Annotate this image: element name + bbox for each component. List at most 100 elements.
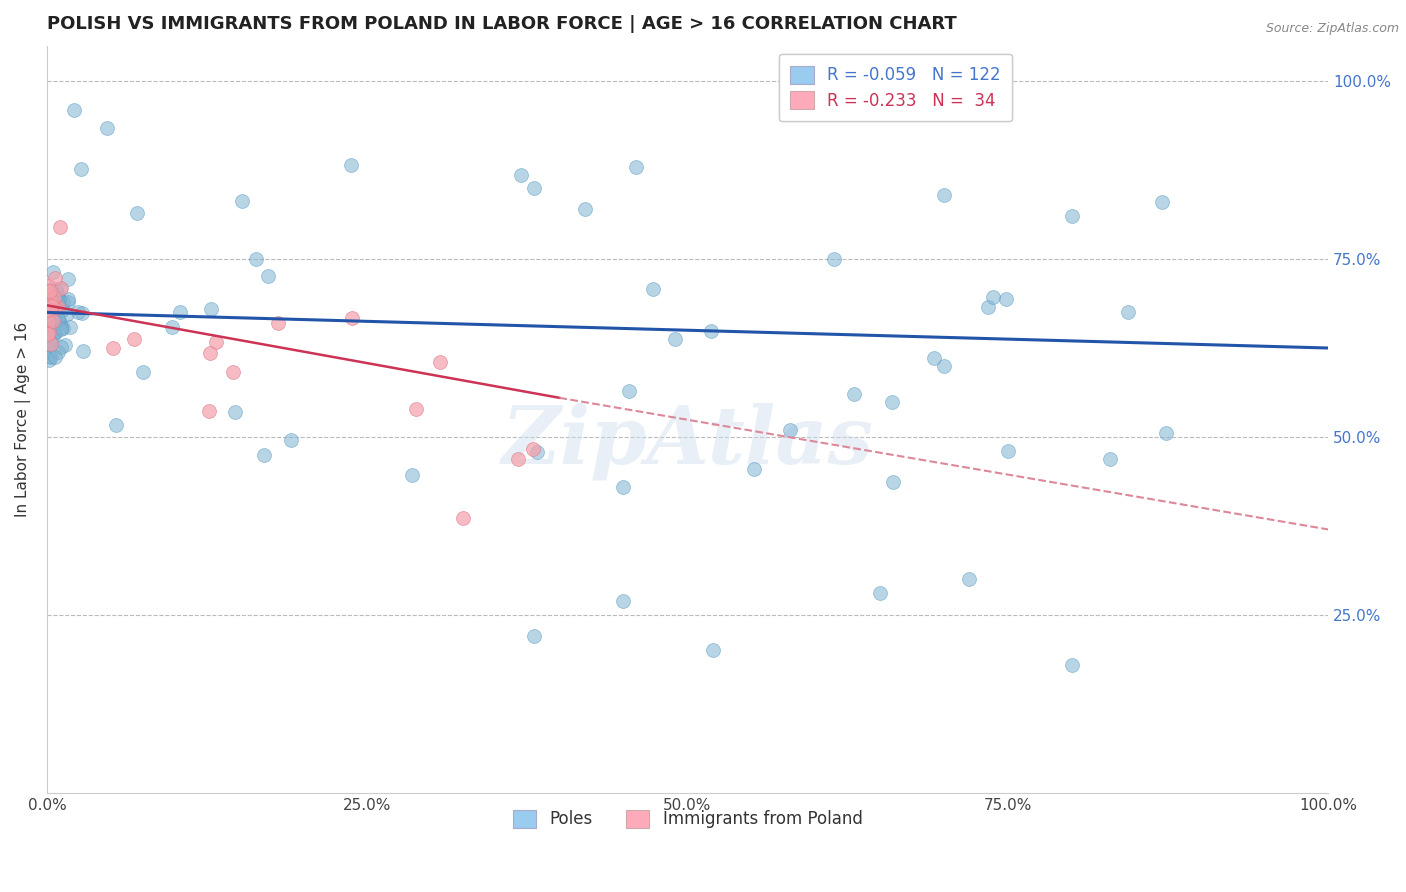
Point [56, 292, 79, 306]
Point [37, 311, 59, 326]
Point [44, 350, 66, 364]
Point [38, 349, 60, 363]
Point [41, 301, 63, 315]
Point [39, 302, 62, 317]
Point [37, 303, 59, 318]
Point [48, 293, 70, 308]
Point [169, 305, 191, 319]
Point [42, 319, 65, 334]
Point [49, 281, 72, 295]
Point [45, 282, 67, 296]
Point [37, 279, 59, 293]
Point [96, 120, 118, 135]
Point [46, 293, 69, 308]
Point [522, 442, 544, 456]
Point [37, 326, 59, 341]
Point [429, 354, 451, 368]
Point [1060, 657, 1083, 672]
Point [42, 314, 65, 328]
Point [39, 295, 62, 310]
Point [39, 314, 62, 328]
Point [59, 320, 82, 334]
Point [52, 321, 75, 335]
Point [39, 287, 62, 301]
Point [39, 314, 62, 328]
Point [56, 306, 79, 320]
Point [612, 480, 634, 494]
Point [101, 341, 124, 355]
Point [49, 281, 72, 295]
Point [401, 468, 423, 483]
Point [198, 346, 221, 360]
Point [38, 334, 60, 348]
Point [56, 272, 79, 286]
Point [41, 310, 63, 324]
Point [1116, 304, 1139, 318]
Point [48, 316, 70, 330]
Point [37, 303, 59, 318]
Point [66, 305, 89, 319]
Point [37, 337, 59, 351]
Point [44, 271, 66, 285]
Point [882, 395, 904, 409]
Point [700, 324, 723, 338]
Point [626, 160, 648, 174]
Point [266, 316, 288, 330]
Point [664, 332, 686, 346]
Point [39, 285, 62, 299]
Point [56, 294, 79, 309]
Point [38, 283, 60, 297]
Point [37, 313, 59, 327]
Point [127, 206, 149, 220]
Point [38, 352, 60, 367]
Point [924, 351, 946, 365]
Point [37, 321, 59, 335]
Point [38, 301, 60, 316]
Point [122, 332, 145, 346]
Point [340, 158, 363, 172]
Point [44, 301, 66, 315]
Point [523, 629, 546, 643]
Point [63, 103, 86, 117]
Point [779, 423, 801, 437]
Point [52, 295, 75, 310]
Point [132, 365, 155, 379]
Point [35, 309, 58, 323]
Point [53, 338, 76, 352]
Point [37, 309, 59, 323]
Point [200, 301, 222, 316]
Point [523, 181, 546, 195]
Point [197, 403, 219, 417]
Legend: Poles, Immigrants from Poland: Poles, Immigrants from Poland [505, 801, 870, 837]
Point [41, 285, 63, 299]
Point [45, 301, 67, 315]
Point [48, 292, 70, 306]
Point [38, 307, 60, 321]
Text: ZipAtlas: ZipAtlas [502, 403, 873, 480]
Point [37, 315, 59, 329]
Point [882, 475, 904, 490]
Point [39, 317, 62, 331]
Point [38, 317, 60, 331]
Point [51, 302, 73, 317]
Point [44, 325, 66, 339]
Point [39, 337, 62, 351]
Point [742, 462, 765, 476]
Point [44, 293, 66, 308]
Point [1154, 426, 1177, 441]
Point [702, 643, 724, 657]
Point [42, 290, 65, 304]
Y-axis label: In Labor Force | Age > 16: In Labor Force | Age > 16 [15, 321, 31, 516]
Point [1060, 210, 1083, 224]
Point [280, 433, 302, 447]
Point [342, 311, 364, 326]
Point [45, 288, 67, 302]
Point [932, 359, 955, 373]
Point [35, 315, 58, 329]
Point [405, 401, 427, 416]
Point [957, 572, 980, 586]
Point [617, 384, 640, 399]
Point [70, 306, 93, 320]
Point [38, 291, 60, 305]
Point [41, 331, 63, 345]
